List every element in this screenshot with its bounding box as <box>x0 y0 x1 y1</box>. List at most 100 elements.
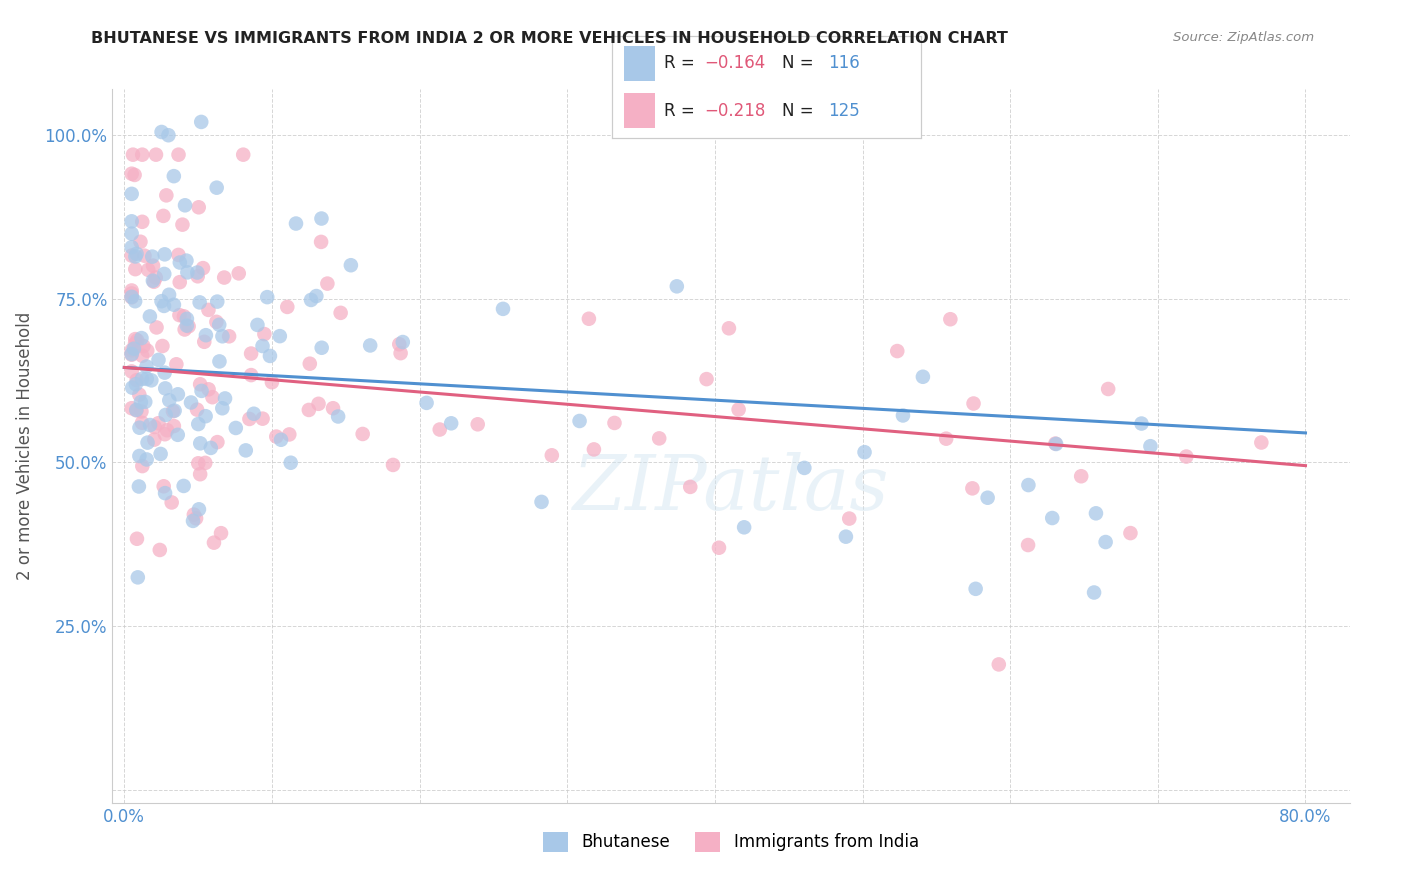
Point <box>359 338 381 352</box>
Point <box>131 147 153 161</box>
Point <box>530 495 553 509</box>
Text: ZIPatlas: ZIPatlas <box>572 452 890 525</box>
Point <box>124 262 146 277</box>
Point <box>1045 436 1067 450</box>
Point <box>124 337 146 351</box>
Point <box>145 270 167 285</box>
Point <box>183 508 205 522</box>
Point <box>155 408 177 422</box>
Point <box>167 387 190 401</box>
Point <box>253 327 276 342</box>
Point <box>962 396 984 410</box>
Point <box>163 403 186 417</box>
Point <box>388 337 411 351</box>
Point <box>240 346 263 360</box>
Point <box>145 320 167 334</box>
Point <box>121 284 143 298</box>
Point <box>266 429 288 443</box>
Point <box>121 290 143 304</box>
Point <box>187 269 209 284</box>
Point <box>1040 511 1063 525</box>
Point <box>187 417 209 431</box>
Point <box>214 392 236 406</box>
Point <box>298 403 321 417</box>
Point <box>124 332 146 346</box>
Point <box>648 431 671 445</box>
Point <box>976 491 998 505</box>
Point <box>121 348 143 362</box>
Point <box>256 290 278 304</box>
Point <box>838 511 860 525</box>
Point <box>124 294 146 309</box>
Point <box>218 329 240 343</box>
Point <box>153 267 176 281</box>
Point <box>121 186 143 201</box>
Point <box>149 543 172 558</box>
Point <box>131 215 153 229</box>
Point <box>886 344 908 359</box>
Point <box>207 294 229 309</box>
Point <box>136 262 159 277</box>
Point <box>121 240 143 254</box>
Point <box>135 372 157 386</box>
Point <box>148 416 170 430</box>
Point <box>143 420 166 434</box>
Point <box>186 266 208 280</box>
Point <box>939 312 962 326</box>
Point <box>211 329 233 343</box>
Point <box>270 433 292 447</box>
Point <box>987 657 1010 672</box>
Point <box>163 298 186 312</box>
Point <box>125 373 148 387</box>
Point <box>1250 435 1272 450</box>
Point <box>1139 439 1161 453</box>
Point <box>132 339 155 353</box>
Point <box>125 403 148 417</box>
Point <box>125 377 148 392</box>
Point <box>1083 585 1105 599</box>
Point <box>965 582 987 596</box>
Point <box>1084 506 1107 520</box>
Point <box>299 293 322 307</box>
Text: 116: 116 <box>828 54 860 72</box>
Point <box>121 401 143 416</box>
Point <box>157 128 180 143</box>
Point <box>121 290 143 304</box>
Point <box>145 147 167 161</box>
Point <box>935 432 957 446</box>
Point <box>1097 382 1119 396</box>
Point <box>134 249 156 263</box>
Point <box>176 253 198 268</box>
Point <box>578 311 600 326</box>
Point <box>187 456 209 470</box>
Point <box>568 414 591 428</box>
Y-axis label: 2 or more Vehicles in Household: 2 or more Vehicles in Household <box>15 312 34 580</box>
Point <box>128 479 150 493</box>
Point <box>163 419 186 434</box>
Point <box>176 265 198 279</box>
Point <box>142 275 165 289</box>
Point <box>160 495 183 509</box>
Point <box>188 467 211 482</box>
Point <box>131 372 153 386</box>
Legend: Bhutanese, Immigrants from India: Bhutanese, Immigrants from India <box>537 825 925 859</box>
Point <box>141 373 163 387</box>
Point <box>153 366 176 380</box>
Point <box>467 417 489 432</box>
Point <box>173 479 195 493</box>
Text: 125: 125 <box>828 102 860 120</box>
Point <box>163 169 186 183</box>
Point <box>128 387 150 401</box>
Point <box>269 329 291 343</box>
Point <box>157 287 180 301</box>
Point <box>440 417 463 431</box>
Point <box>172 218 194 232</box>
Point <box>1017 478 1039 492</box>
Point <box>340 258 363 272</box>
Point <box>166 427 188 442</box>
Point <box>148 352 170 367</box>
Point <box>1070 469 1092 483</box>
Point <box>891 409 914 423</box>
Point <box>193 334 215 349</box>
Point <box>177 319 200 334</box>
